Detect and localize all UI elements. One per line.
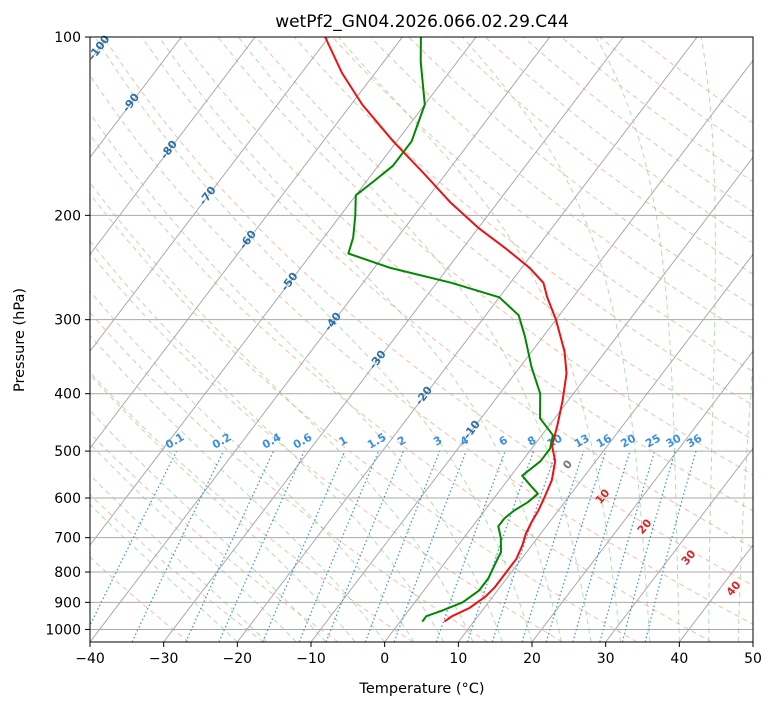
- dry-adiabat: [408, 37, 753, 307]
- y-tick-label: 600: [54, 491, 81, 507]
- dry-adiabat: [90, 74, 753, 625]
- moist-adiabat: [90, 373, 356, 642]
- plot-frame: [89, 36, 754, 643]
- dry-adiabat: [332, 37, 753, 373]
- mixing-ratio-line: [466, 450, 535, 642]
- chart-title: wetPf2_GN04.2026.066.02.29.C44: [275, 12, 569, 32]
- mixing-ratio-line: [364, 450, 441, 642]
- dry-adiabat: [90, 193, 638, 642]
- isotherm-line: [236, 37, 698, 642]
- y-tick-label: 800: [54, 565, 81, 581]
- dry-adiabat: [90, 432, 339, 642]
- y-tick-label: 900: [54, 595, 81, 611]
- mixing-ratio-line: [572, 450, 631, 642]
- dry-adiabat: [255, 37, 753, 441]
- mixing-ratio-line: [218, 450, 305, 642]
- isotherm-line: [90, 37, 477, 546]
- mixing-ratio-line: [393, 450, 467, 642]
- dry-adiabat: [217, 37, 753, 476]
- x-tick-label: 20: [523, 651, 541, 667]
- x-tick-label: −30: [149, 651, 179, 667]
- y-tick-label: 300: [54, 313, 81, 329]
- dry-adiabat: [90, 556, 190, 642]
- dewpoint-line: [347, 37, 554, 623]
- temperature-line: [324, 37, 568, 623]
- isotherm-line: [90, 37, 256, 256]
- mixing-ratio-line: [599, 450, 656, 642]
- moist-adiabat: [595, 37, 680, 642]
- x-tick-label: 0: [380, 651, 389, 667]
- y-axis-label: Pressure (hPa): [12, 288, 28, 392]
- moist-adiabat: [90, 409, 327, 642]
- moist-adiabat: [90, 474, 268, 642]
- moist-adiabat: [90, 443, 297, 642]
- background-lines: [90, 37, 753, 642]
- isotherm-line: [90, 37, 330, 353]
- y-tick-label: 400: [54, 387, 81, 403]
- y-tick-label: 500: [54, 444, 81, 460]
- dry-adiabat: [90, 311, 488, 642]
- moist-adiabat: [737, 355, 753, 642]
- y-axis: 1000 900 800 700 600 500 400 300 200 100: [45, 30, 90, 638]
- moist-adiabat: [90, 181, 474, 642]
- mixing-ratio-line: [491, 450, 557, 642]
- x-tick-label: 10: [449, 651, 467, 667]
- mixing-ratio-line: [325, 450, 404, 642]
- mixing-ratio-line: [262, 450, 346, 642]
- isotherm-line: [457, 253, 753, 642]
- mixing-ratio-line: [644, 450, 697, 642]
- mixing-ratio-line: [90, 450, 178, 627]
- isotherm-line: [384, 156, 753, 642]
- moist-adiabat: [238, 37, 592, 642]
- x-tick-label: −20: [223, 651, 253, 667]
- dry-adiabat: [90, 252, 563, 642]
- moist-adiabat: [700, 37, 716, 642]
- y-tick-label: 100: [54, 30, 81, 46]
- x-tick-label: 30: [597, 651, 615, 667]
- y-tick-label: 1000: [45, 622, 81, 638]
- moist-adiabat: [158, 37, 562, 642]
- x-tick-label: 50: [744, 651, 762, 667]
- x-axis-label: Temperature (°C): [358, 681, 484, 697]
- x-axis: −40 −30 −20 −10 0 10 20 30 40 50: [75, 642, 762, 667]
- mixing-ratio-line: [298, 450, 380, 642]
- isotherm-line: [531, 350, 753, 642]
- isotherm-line: [90, 37, 403, 449]
- mixing-ratio-line: [545, 450, 607, 642]
- moist-adiabat: [90, 240, 445, 642]
- isotherm-line: [90, 37, 182, 159]
- x-tick-label: 40: [670, 651, 688, 667]
- moist-adiabat: [337, 37, 621, 642]
- mixing-ratio-line: [435, 450, 506, 642]
- x-tick-label: −10: [296, 651, 326, 667]
- mixing-ratio-line: [621, 450, 676, 642]
- x-tick-label: −40: [75, 651, 105, 667]
- y-tick-label: 200: [54, 208, 81, 224]
- isotherm-line: [90, 37, 551, 642]
- moist-adiabat: [90, 112, 503, 642]
- isotherm-line: [605, 447, 753, 642]
- isotherm-line: [163, 37, 624, 642]
- series-group: [324, 37, 568, 623]
- isotherm-line: [310, 59, 753, 642]
- dry-adiabat: [103, 37, 753, 587]
- y-tick-label: 700: [54, 531, 81, 547]
- dry-adiabat: [90, 134, 712, 642]
- moist-adiabat: [462, 37, 651, 642]
- mixing-ratio-line: [521, 450, 585, 642]
